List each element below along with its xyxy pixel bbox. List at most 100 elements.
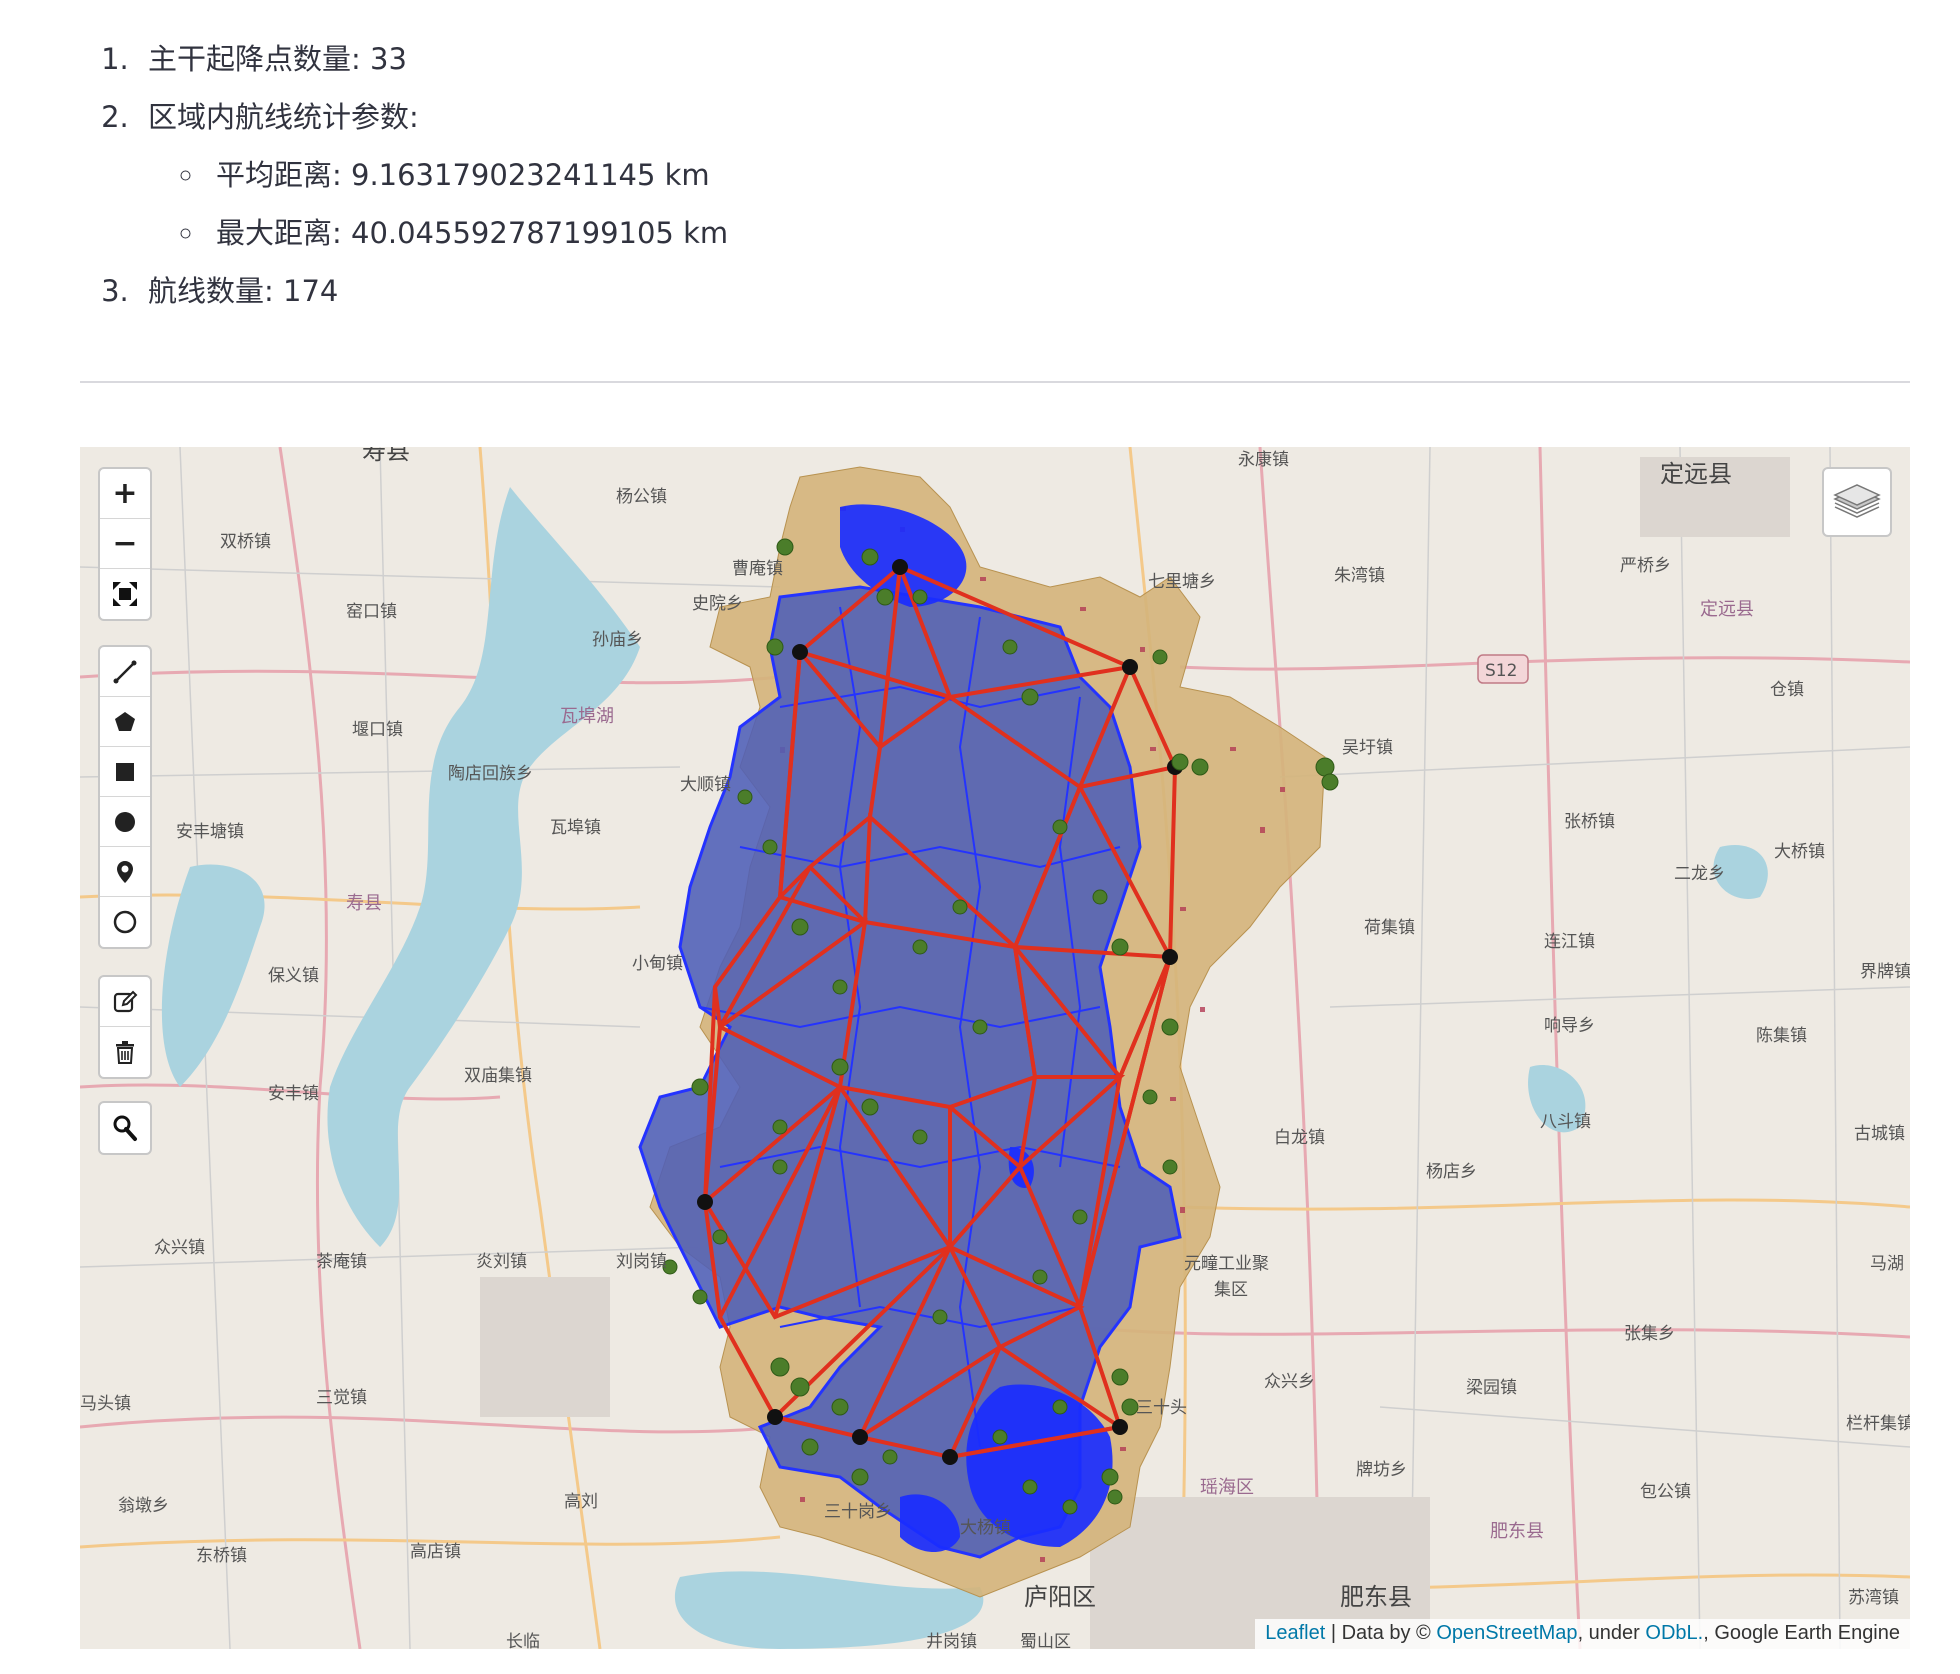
- osm-link[interactable]: OpenStreetMap: [1436, 1622, 1578, 1644]
- svg-text:肥东县: 肥东县: [1340, 1583, 1412, 1611]
- stats-list: 主干起降点数量: 33 区域内航线统计参数: 平均距离: 9.163179023…: [80, 30, 1910, 320]
- svg-text:保义镇: 保义镇: [268, 966, 319, 986]
- svg-text:响导乡: 响导乡: [1544, 1016, 1595, 1036]
- svg-text:蜀山区: 蜀山区: [1020, 1632, 1071, 1649]
- svg-text:张桥镇: 张桥镇: [1564, 812, 1615, 832]
- svg-text:古城镇: 古城镇: [1854, 1124, 1905, 1144]
- edit-layers-button[interactable]: [100, 977, 150, 1027]
- svg-text:炎刘镇: 炎刘镇: [476, 1252, 527, 1272]
- svg-text:包公镇: 包公镇: [1640, 1482, 1691, 1502]
- map-attribution: Leaflet | Data by © OpenStreetMap, under…: [1255, 1619, 1910, 1649]
- polygon-icon: [115, 711, 135, 731]
- search-control: [98, 1101, 152, 1155]
- svg-text:界牌镇: 界牌镇: [1860, 962, 1910, 982]
- svg-text:翁墩乡: 翁墩乡: [118, 1496, 169, 1516]
- attribution-sep1: | Data by ©: [1325, 1622, 1437, 1644]
- urban-areas: [480, 457, 1790, 1649]
- draw-marker-button[interactable]: [100, 847, 150, 897]
- trash-icon: [116, 1041, 134, 1064]
- map-container[interactable]: 寿县 杨公镇 永康镇 定远县 双桥镇 曹庵镇 七里塘乡 朱湾镇 严桥乡 定远县 …: [80, 447, 1910, 1649]
- svg-text:寿县: 寿县: [362, 447, 410, 465]
- fullscreen-icon: [113, 582, 137, 606]
- svg-text:长临: 长临: [506, 1632, 540, 1649]
- svg-text:杨公镇: 杨公镇: [616, 487, 667, 507]
- svg-text:曹庵镇: 曹庵镇: [732, 559, 783, 579]
- svg-text:永康镇: 永康镇: [1238, 450, 1289, 470]
- svg-text:大杨镇: 大杨镇: [960, 1518, 1011, 1538]
- draw-circle-button[interactable]: [100, 797, 150, 847]
- draw-rectangle-button[interactable]: [100, 747, 150, 797]
- svg-text:梁园镇: 梁园镇: [1466, 1378, 1517, 1398]
- leaflet-link[interactable]: Leaflet: [1265, 1622, 1326, 1644]
- svg-text:连江镇: 连江镇: [1544, 932, 1595, 952]
- svg-text:安丰塘镇: 安丰塘镇: [176, 822, 244, 842]
- svg-text:严桥乡: 严桥乡: [1620, 556, 1671, 576]
- zoom-control: + −: [98, 467, 152, 621]
- stat-avg-distance: 平均距离: 9.163179023241145 km: [206, 146, 1910, 204]
- svg-text:茶庵镇: 茶庵镇: [316, 1252, 367, 1272]
- svg-text:堰口镇: 堰口镇: [352, 720, 403, 740]
- svg-text:陶店回族乡: 陶店回族乡: [448, 764, 533, 784]
- stats-section: 主干起降点数量: 33 区域内航线统计参数: 平均距离: 9.163179023…: [80, 30, 1910, 320]
- svg-text:大桥镇: 大桥镇: [1774, 842, 1825, 862]
- stat-max-distance: 最大距离: 40.045592787199105 km: [206, 204, 1910, 262]
- svg-text:栏杆集镇: 栏杆集镇: [1846, 1414, 1910, 1434]
- svg-text:苏湾镇: 苏湾镇: [1848, 1588, 1899, 1608]
- draw-circlemarker-button[interactable]: [100, 897, 150, 947]
- attribution-tail: , Google Earth Engine: [1703, 1622, 1900, 1644]
- svg-text:集区: 集区: [1214, 1280, 1248, 1300]
- draw-toolbar: [98, 645, 152, 949]
- svg-text:高刘: 高刘: [564, 1492, 598, 1512]
- svg-text:八斗镇: 八斗镇: [1540, 1112, 1591, 1132]
- zoom-in-button[interactable]: +: [100, 469, 150, 519]
- svg-text:东桥镇: 东桥镇: [196, 1546, 247, 1566]
- landing-points: [662, 538, 1339, 1515]
- stat-route-count: 航线数量: 174: [138, 262, 1910, 320]
- zoom-out-button[interactable]: −: [100, 519, 150, 569]
- stat-route-params: 区域内航线统计参数: 平均距离: 9.163179023241145 km 最大…: [138, 88, 1910, 262]
- edit-toolbar: [98, 975, 152, 1079]
- svg-text:朱湾镇: 朱湾镇: [1334, 566, 1385, 586]
- stat-route-params-label: 区域内航线统计参数:: [148, 100, 419, 134]
- map-pin-icon: [117, 860, 133, 883]
- layers-icon: [1833, 484, 1881, 518]
- place-labels: 寿县 杨公镇 永康镇 定远县 双桥镇 曹庵镇 七里塘乡 朱湾镇 严桥乡 定远县 …: [80, 447, 1910, 1649]
- svg-text:众兴乡: 众兴乡: [1264, 1372, 1315, 1392]
- odbl-link[interactable]: ODbL.: [1645, 1622, 1704, 1644]
- layers-control-button[interactable]: [1822, 467, 1892, 537]
- attribution-sep2: , under: [1577, 1622, 1646, 1644]
- svg-text:S12: S12: [1485, 661, 1517, 681]
- rectangle-icon: [116, 762, 134, 781]
- svg-text:刘岗镇: 刘岗镇: [616, 1252, 667, 1272]
- svg-text:小甸镇: 小甸镇: [632, 954, 683, 974]
- route-nodes: [697, 559, 1183, 1465]
- svg-text:孙庙乡: 孙庙乡: [592, 630, 643, 650]
- circle-outline-icon: [113, 910, 137, 934]
- circle-icon: [115, 811, 135, 832]
- stat-landing-points: 主干起降点数量: 33: [138, 30, 1910, 88]
- svg-text:马头镇: 马头镇: [80, 1394, 131, 1414]
- svg-text:陈集镇: 陈集镇: [1756, 1026, 1807, 1046]
- svg-text:安丰镇: 安丰镇: [268, 1084, 319, 1104]
- delete-layers-button[interactable]: [100, 1027, 150, 1077]
- search-icon: [113, 1115, 137, 1141]
- svg-text:井岗镇: 井岗镇: [926, 1632, 977, 1649]
- map-canvas[interactable]: 寿县 杨公镇 永康镇 定远县 双桥镇 曹庵镇 七里塘乡 朱湾镇 严桥乡 定远县 …: [80, 447, 1910, 1649]
- draw-polygon-button[interactable]: [100, 697, 150, 747]
- svg-text:寿县: 寿县: [346, 893, 382, 914]
- search-button[interactable]: [100, 1103, 150, 1153]
- draw-polyline-button[interactable]: [100, 647, 150, 697]
- svg-text:高店镇: 高店镇: [410, 1542, 461, 1562]
- polyline-icon: [113, 660, 137, 683]
- svg-text:二龙乡: 二龙乡: [1674, 864, 1725, 884]
- fullscreen-button[interactable]: [100, 569, 150, 619]
- svg-text:肥东县: 肥东县: [1490, 1521, 1544, 1542]
- svg-text:三十头: 三十头: [1136, 1398, 1187, 1418]
- svg-text:三觉镇: 三觉镇: [316, 1388, 367, 1408]
- svg-text:吴圩镇: 吴圩镇: [1342, 738, 1393, 758]
- svg-text:瑶海区: 瑶海区: [1200, 1477, 1254, 1498]
- svg-text:大顺镇: 大顺镇: [680, 775, 731, 795]
- svg-text:定远县: 定远县: [1660, 460, 1732, 488]
- svg-text:史院乡: 史院乡: [692, 594, 743, 614]
- voronoi-cell-edges: [699, 606, 1121, 1448]
